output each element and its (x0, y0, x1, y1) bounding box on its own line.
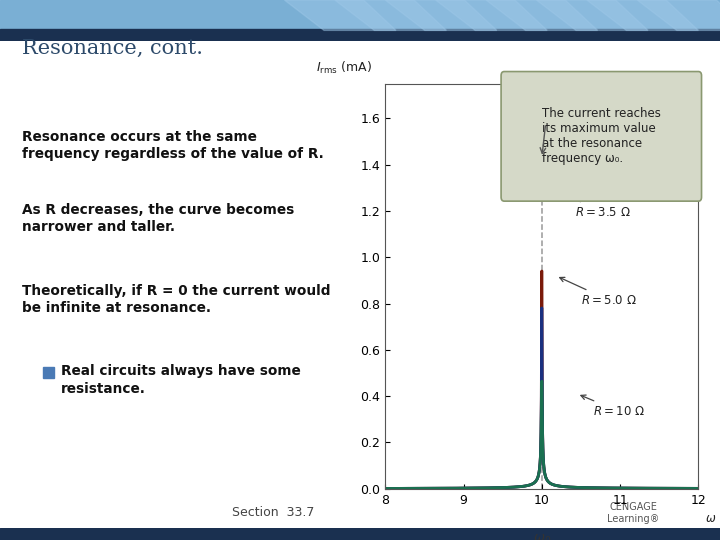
Text: CENGAGE
Learning®: CENGAGE Learning® (608, 502, 660, 524)
Text: $\omega$ (Mrad/s): $\omega$ (Mrad/s) (705, 510, 720, 524)
Text: $R = 3.5\ \Omega$: $R = 3.5\ \Omega$ (555, 190, 631, 219)
FancyBboxPatch shape (501, 71, 701, 201)
Text: $\omega_0$: $\omega_0$ (533, 532, 551, 540)
Polygon shape (587, 0, 698, 30)
Text: $R = 10\ \Omega$: $R = 10\ \Omega$ (581, 395, 644, 417)
Polygon shape (284, 0, 396, 30)
Polygon shape (536, 0, 648, 30)
Polygon shape (385, 0, 497, 30)
Text: Section  33.7: Section 33.7 (233, 507, 315, 519)
Polygon shape (486, 0, 598, 30)
Bar (43, 367, 54, 378)
Text: $I_\mathrm{rms}$ (mA): $I_\mathrm{rms}$ (mA) (316, 59, 372, 76)
Polygon shape (335, 0, 446, 30)
Bar (0, 29, 720, 40)
Text: Theoretically, if R = 0 the current would
be infinite at resonance.: Theoretically, if R = 0 the current woul… (22, 284, 330, 315)
Text: $R = 5.0\ \Omega$: $R = 5.0\ \Omega$ (559, 278, 636, 307)
Text: The current reaches
its maximum value
at the resonance
frequency ω₀.: The current reaches its maximum value at… (542, 107, 661, 165)
Text: Resonance, cont.: Resonance, cont. (22, 39, 202, 58)
Polygon shape (436, 0, 547, 30)
Polygon shape (637, 0, 720, 30)
Text: Resonance occurs at the same
frequency regardless of the value of R.: Resonance occurs at the same frequency r… (22, 130, 323, 161)
Bar (0, 0, 720, 30)
Text: Real circuits always have some
resistance.: Real circuits always have some resistanc… (61, 364, 301, 396)
Text: As R decreases, the curve becomes
narrower and taller.: As R decreases, the curve becomes narrow… (22, 202, 294, 234)
